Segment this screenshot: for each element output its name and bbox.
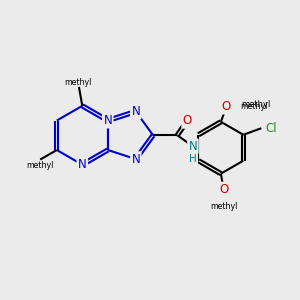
- Text: O: O: [183, 114, 192, 127]
- Text: methyl: methyl: [241, 102, 268, 111]
- Text: N: N: [188, 140, 197, 153]
- Text: methyl: methyl: [242, 100, 271, 109]
- Text: methyl: methyl: [210, 202, 237, 211]
- Text: methyl: methyl: [26, 161, 54, 170]
- Text: Cl: Cl: [265, 122, 277, 135]
- Text: N: N: [103, 114, 112, 127]
- Text: N: N: [131, 153, 140, 166]
- Text: O: O: [219, 183, 228, 196]
- Text: H: H: [189, 154, 197, 164]
- Text: methyl: methyl: [64, 78, 91, 87]
- Text: O: O: [222, 100, 231, 113]
- Text: N: N: [78, 158, 87, 171]
- Text: N: N: [131, 105, 140, 118]
